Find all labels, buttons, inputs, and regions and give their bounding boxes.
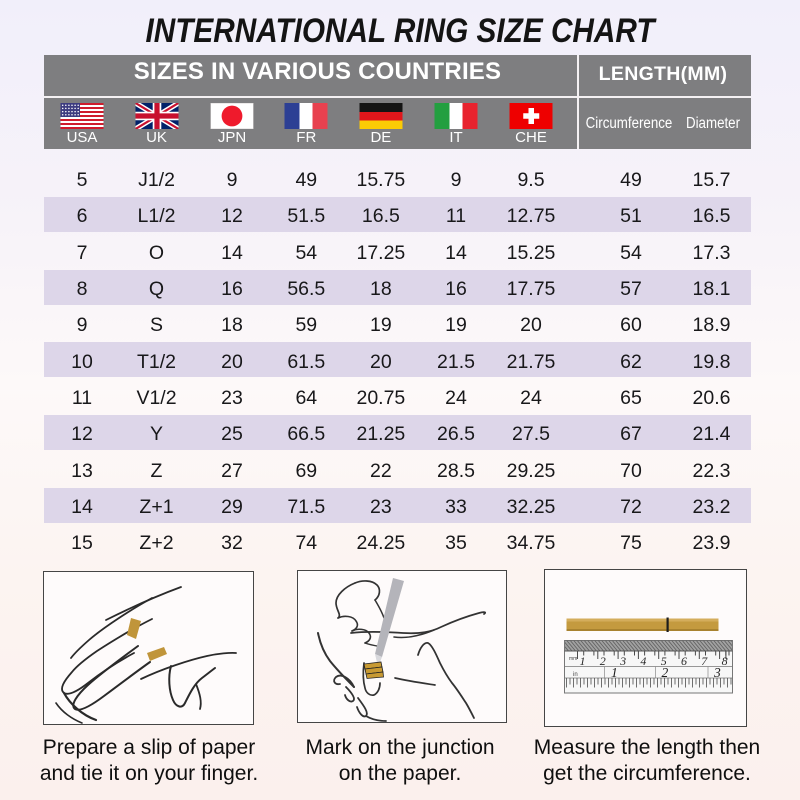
svg-text:8: 8 <box>721 654 727 668</box>
svg-text:3: 3 <box>619 654 626 668</box>
svg-text:3: 3 <box>713 665 721 680</box>
svg-text:7: 7 <box>701 654 708 668</box>
svg-text:2: 2 <box>599 654 605 668</box>
svg-text:4: 4 <box>640 654 646 668</box>
svg-text:1: 1 <box>611 665 618 680</box>
svg-text:5: 5 <box>660 654 666 668</box>
svg-text:6: 6 <box>681 654 687 668</box>
svg-text:mm: mm <box>569 656 577 662</box>
svg-text:2: 2 <box>661 665 668 680</box>
svg-text:1: 1 <box>579 654 585 668</box>
svg-text:in: in <box>573 672 578 678</box>
